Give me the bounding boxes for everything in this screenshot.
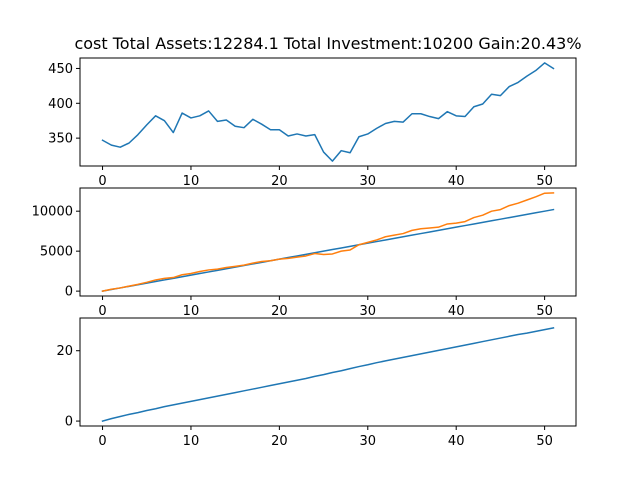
subplot-1: 0 10 20 30 40 50 350 400 450 <box>48 57 577 189</box>
x-tick-label: 40 <box>448 174 465 189</box>
y-tick-label: 0 <box>65 415 73 430</box>
y-tick-label: 20 <box>56 344 73 359</box>
y-tick-label: 450 <box>48 62 73 77</box>
y-tick-label: 400 <box>48 97 73 112</box>
y-tick-label: 10000 <box>32 205 73 220</box>
x-tick-label: 30 <box>360 174 377 189</box>
x-tick-label: 40 <box>448 304 465 319</box>
subplot-1-frame <box>79 57 577 167</box>
subplot-1-series-1-line <box>101 62 555 162</box>
x-tick-label: 50 <box>536 174 553 189</box>
x-tick-label: 20 <box>271 174 288 189</box>
chart-title: cost Total Assets:12284.1 Total Investme… <box>74 34 581 53</box>
x-tick-label: 0 <box>98 304 106 319</box>
x-tick-label: 10 <box>183 304 200 319</box>
x-tick-label: 40 <box>448 434 465 449</box>
x-tick-label: 10 <box>183 174 200 189</box>
x-tick-label: 0 <box>98 434 106 449</box>
subplot-2-series-1-line <box>101 208 555 292</box>
subplot-3-series-1-line <box>101 326 555 422</box>
x-tick-label: 20 <box>271 434 288 449</box>
y-tick-label: 5000 <box>40 245 73 260</box>
x-tick-label: 0 <box>98 174 106 189</box>
x-tick-label: 50 <box>536 434 553 449</box>
x-tick-label: 30 <box>360 304 377 319</box>
subplot-3-frame <box>79 317 577 427</box>
subplot-2: 0 10 20 30 40 50 0 5000 10000 <box>32 187 577 319</box>
subplot-2-frame <box>79 187 577 297</box>
y-tick-label: 350 <box>48 132 73 147</box>
x-tick-label: 50 <box>536 304 553 319</box>
x-tick-label: 20 <box>271 304 288 319</box>
x-tick-label: 30 <box>360 434 377 449</box>
subplot-2-series-2-line <box>101 192 555 293</box>
subplot-3: 0 10 20 30 40 50 0 20 <box>56 317 577 449</box>
x-tick-label: 10 <box>183 434 200 449</box>
y-tick-label: 0 <box>65 285 73 300</box>
